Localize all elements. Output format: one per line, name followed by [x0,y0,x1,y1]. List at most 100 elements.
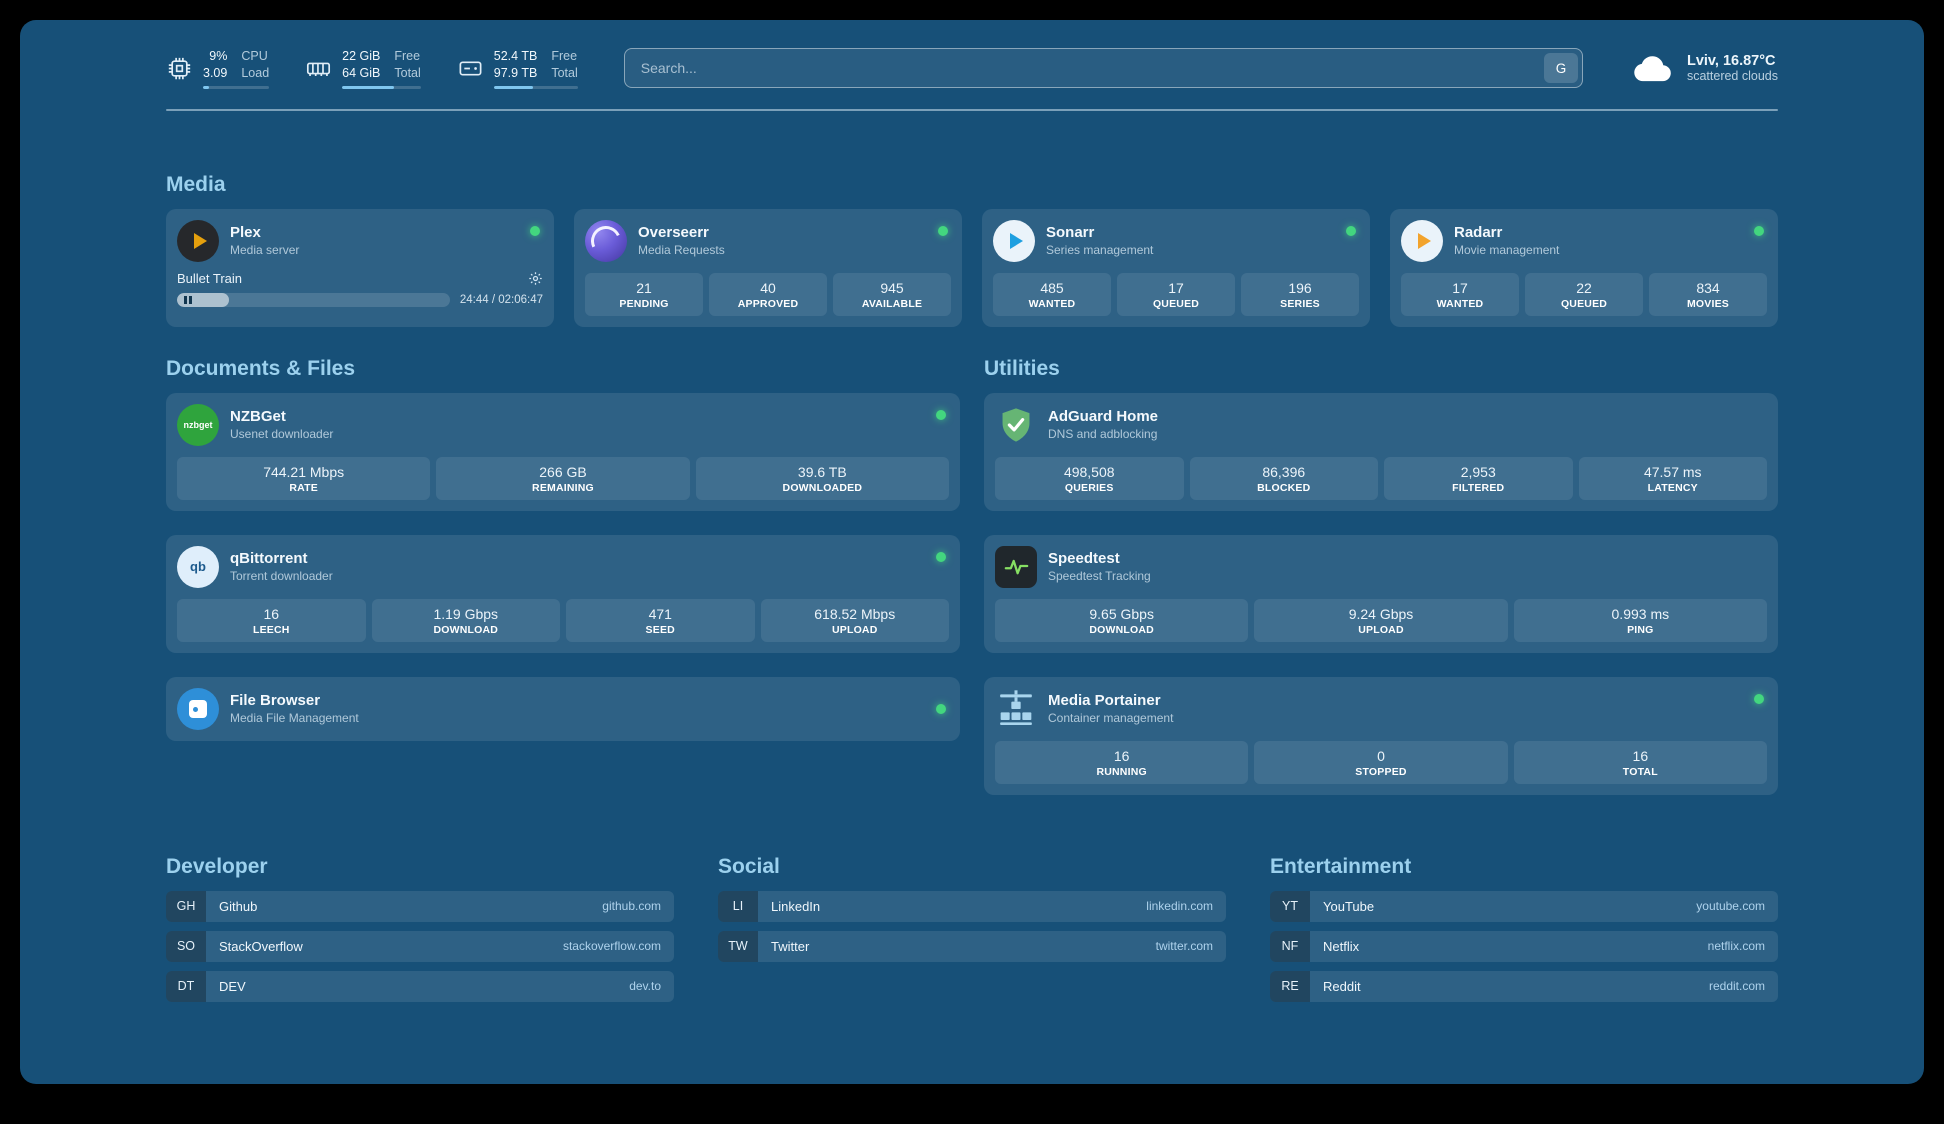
service-name: Speedtest [1048,550,1120,567]
stat-running: 16 RUNNING [995,740,1249,784]
service-subtitle: Container management [1048,711,1174,725]
bookmark-url: netflix.com [1707,939,1765,953]
service-link-sonarr[interactable]: Sonarr Series management [993,219,1359,262]
service-subtitle: DNS and adblocking [1048,427,1158,441]
disk-progress-fill [493,85,534,89]
bookmark-abbr: GH [166,890,206,922]
stat-filtered: 2,953 FILTERED [1384,456,1573,500]
bookmark-github[interactable]: GH Github github.com [166,890,674,922]
bookmark-linkedin[interactable]: LI LinkedIn linkedin.com [718,890,1226,922]
bookmark-stackoverflow[interactable]: SO StackOverflow stackoverflow.com [166,930,674,962]
status-dot [1346,225,1356,236]
disk-icon [457,55,484,82]
bookmark-abbr: RE [1270,970,1310,1002]
service-link-nzbget[interactable]: nzbget NZBGet Usenet downloader [177,403,949,446]
bookmark-group-social: Social LI LinkedIn linkedin.com TW Twitt… [718,855,1226,1002]
overseerr-icon [585,219,627,262]
bookmark-abbr: NF [1270,930,1310,962]
service-name: Overseerr [638,224,709,241]
service-link-filebrowser[interactable]: File Browser Media File Management [177,687,949,730]
bookmark-reddit[interactable]: RE Reddit reddit.com [1270,970,1778,1002]
service-link-plex[interactable]: Plex Media server [177,219,543,262]
service-link-radarr[interactable]: Radarr Movie management [1401,219,1767,262]
bookmark-abbr: YT [1270,890,1310,922]
bookmark-netflix[interactable]: NF Netflix netflix.com [1270,930,1778,962]
bookmark-youtube[interactable]: YT YouTube youtube.com [1270,890,1778,922]
stat-rate: 744.21 Mbps RATE [177,456,431,500]
service-subtitle: Media File Management [230,711,359,725]
section-utilities: Utilities AdGuard Home DNS and adblocki [984,357,1778,795]
status-dot [936,551,946,562]
service-card-plex: Plex Media server Bullet Train [166,208,554,327]
service-name: Sonarr [1046,224,1095,241]
status-dot [1754,225,1764,236]
bookmark-url: linkedin.com [1146,899,1213,913]
gear-icon[interactable] [528,271,543,286]
bookmark-group-entertainment: Entertainment YT YouTube youtube.com NF … [1270,855,1778,1002]
top-bar: 9% CPU 3.09 Load [166,20,1778,89]
service-link-qbittorrent[interactable]: qb qBittorrent Torrent downloader [177,545,949,588]
bookmark-twitter[interactable]: TW Twitter twitter.com [718,930,1226,962]
stat-available: 945 AVAILABLE [833,272,951,316]
bookmark-url: youtube.com [1696,899,1765,913]
qbittorrent-icon: qb [177,545,219,588]
stat-leech: 16 LEECH [177,598,366,642]
section-title-utilities: Utilities [984,356,1060,380]
service-link-adguard[interactable]: AdGuard Home DNS and adblocking [995,404,1767,446]
service-name: AdGuard Home [1048,408,1159,425]
search-box: G [623,48,1583,89]
status-dot [1754,693,1764,704]
disk-progress-bar [493,85,578,89]
stat-download: 1.19 Gbps DOWNLOAD [371,598,560,642]
memory-widget: 22 GiB Free 64 GiB Total [305,48,421,89]
service-subtitle: Movie management [1454,243,1560,257]
speedtest-icon [995,545,1037,588]
search-engine-button[interactable]: G [1543,53,1578,84]
qbittorrent-icon-text: qb [190,559,206,574]
section-title-entertainment: Entertainment [1270,854,1412,878]
disk-widget: 52.4 TB Free 97.9 TB Total [457,48,578,89]
stat-total: 16 TOTAL [1513,740,1767,784]
service-card-radarr: Radarr Movie management 17 WANTED 22 QUE… [1390,208,1778,327]
stat-download: 9.65 Gbps DOWNLOAD [995,598,1249,642]
memory-icon [305,55,332,82]
nzbget-icon: nzbget [177,403,219,446]
memory-free-value: 22 GiB [342,49,381,63]
radarr-icon [1401,219,1443,262]
dashboard: 9% CPU 3.09 Load [20,20,1924,1084]
service-name: qBittorrent [230,550,308,567]
service-link-speedtest[interactable]: Speedtest Speedtest Tracking [995,545,1767,588]
play-icon [1009,232,1023,249]
stat-movies: 834 MOVIES [1649,272,1767,316]
search-input[interactable] [623,48,1583,89]
cpu-load-value: 3.09 [203,66,228,81]
memory-free-label: Free [394,49,421,63]
bookmark-name: Github [219,898,258,914]
status-dot [530,225,540,236]
bookmark-url: stackoverflow.com [562,939,661,953]
stat-stopped: 0 STOPPED [1254,740,1508,784]
status-dot [936,409,946,420]
bookmark-name: Reddit [1323,978,1361,994]
service-link-portainer[interactable]: Media Portainer Container management [995,688,1767,730]
service-subtitle: Usenet downloader [230,427,334,441]
bookmark-abbr: DT [166,970,206,1002]
pause-icon[interactable] [184,295,192,304]
service-link-overseerr[interactable]: Overseerr Media Requests [585,219,951,262]
cloud-icon [1629,51,1675,85]
sonarr-icon [993,219,1035,262]
bookmark-name: StackOverflow [219,938,303,954]
cpu-progress-bar [203,85,270,89]
cpu-load-label: Load [241,66,270,81]
service-name: Radarr [1454,224,1503,241]
section-media: Media Plex Media server Bullet Train [166,173,1778,327]
cpu-usage-label: CPU [241,49,268,63]
stat-wanted: 485 WANTED [993,272,1111,316]
stat-remaining: 266 GB REMAINING [436,456,690,500]
bookmark-abbr: TW [718,930,758,962]
playback-progress-bar[interactable] [177,292,450,307]
service-subtitle: Series management [1046,243,1154,257]
bookmark-dev[interactable]: DT DEV dev.to [166,970,674,1002]
service-card-qbittorrent: qb qBittorrent Torrent downloader 16 LEE… [166,534,960,653]
disk-total-label: Total [551,66,578,81]
